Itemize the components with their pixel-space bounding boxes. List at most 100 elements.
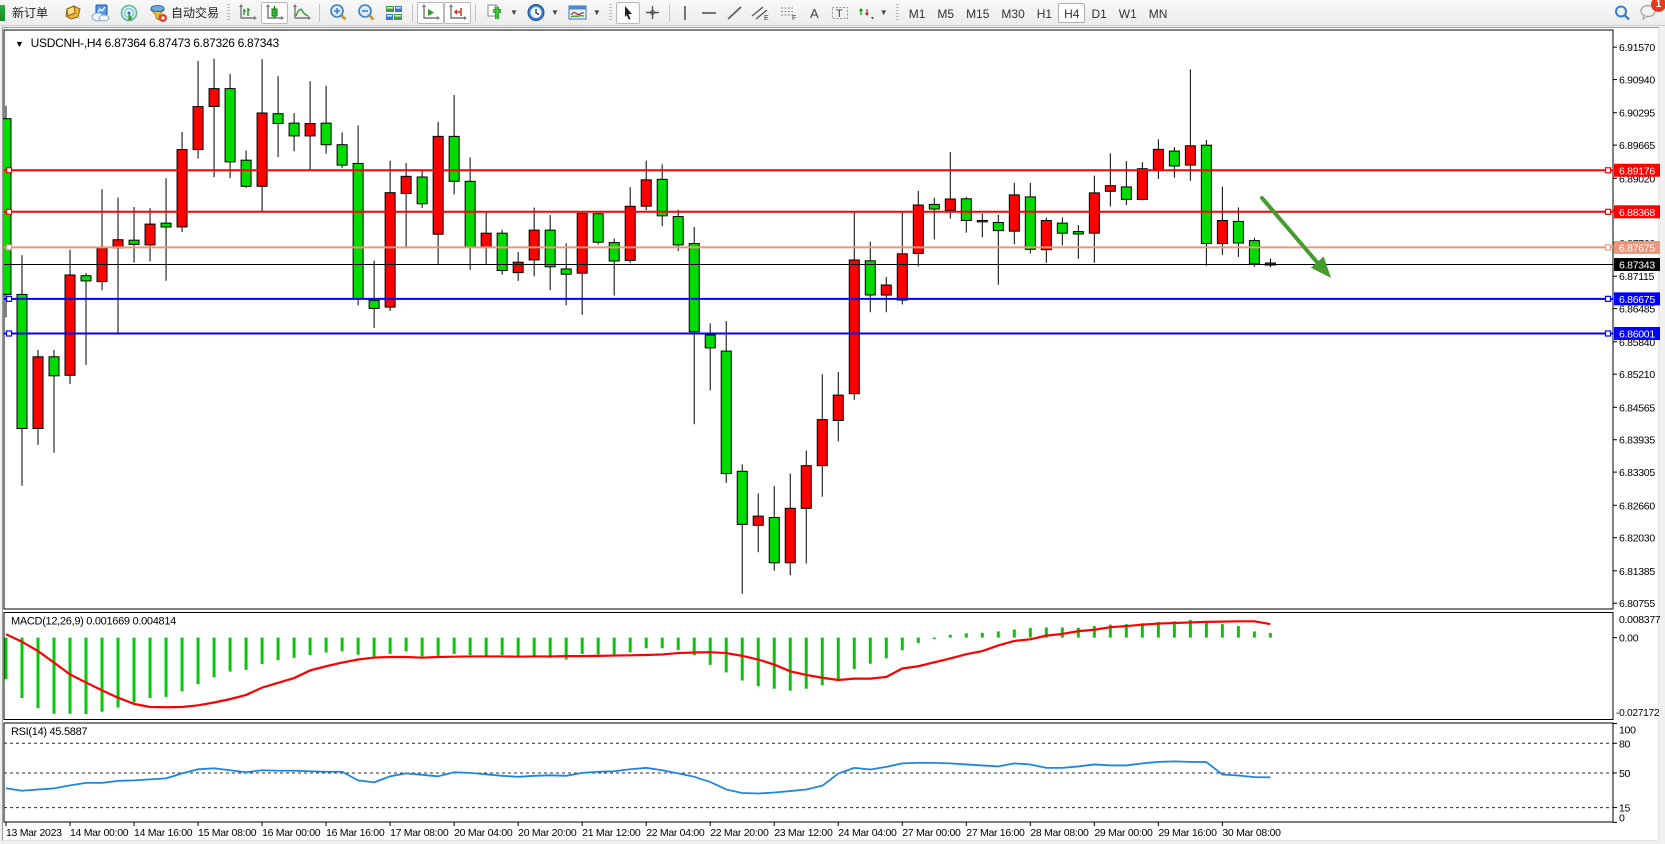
charts-cloud-button[interactable] [87, 2, 115, 24]
line-chart-icon [293, 4, 312, 20]
templates-button[interactable]: ▼ [563, 2, 605, 24]
search-icon[interactable] [1613, 4, 1631, 22]
zoom-in-button[interactable] [324, 2, 352, 24]
svg-text:E: E [764, 15, 769, 21]
timeframe-H1[interactable]: H1 [1036, 6, 1053, 21]
candle-body-up [384, 192, 396, 308]
trendline-button[interactable] [722, 2, 747, 24]
hline-marker-support-2-left[interactable] [5, 330, 13, 337]
candle-body-up [176, 149, 188, 228]
candlestick-chart-icon [266, 4, 285, 20]
shapes-icon [858, 7, 874, 19]
candle-body-dn [288, 122, 300, 137]
candle-body-dn [240, 159, 252, 187]
rsi-level-label: 80 [1619, 738, 1631, 750]
trend-arrow-shaft[interactable] [1260, 196, 1324, 270]
hline-marker-pivot-left[interactable] [5, 244, 13, 251]
timeframe-M5[interactable]: M5 [937, 6, 955, 21]
toolbar-grip-2[interactable] [607, 3, 613, 22]
fibonacci-button[interactable]: F [775, 2, 803, 24]
add-indicator-button[interactable]: ▼ [480, 2, 522, 24]
cursor-button[interactable] [615, 1, 640, 24]
equidistant-channel-button[interactable]: E [747, 2, 775, 24]
auto-scroll-button[interactable] [417, 1, 445, 24]
timeframe-D1[interactable]: D1 [1091, 6, 1107, 21]
chart-shift-icon [449, 4, 468, 20]
toolbar-grip-3[interactable] [894, 3, 900, 22]
add-indicator-caret: ▼ [510, 8, 518, 17]
hline-marker-pivot-right[interactable] [1604, 244, 1612, 251]
hline-marker-support-1-left[interactable] [5, 295, 13, 302]
hline-pivot-badge-label: 6.87675 [1619, 242, 1655, 254]
candle-body-dn [464, 180, 476, 248]
candle-body-dn [224, 88, 236, 163]
chart-window[interactable]: 6.915706.909406.902956.896656.890206.883… [2, 27, 1660, 842]
price-tick-label: 6.80755 [1619, 598, 1655, 610]
text-label-button[interactable]: T [827, 2, 853, 24]
line-chart-button[interactable] [288, 2, 315, 24]
market-watch-button[interactable] [60, 2, 87, 24]
date-tick-label: 22 Mar 20:00 [710, 827, 769, 839]
candle-body-dn [688, 243, 700, 333]
timeframe-MN[interactable]: MN [1148, 6, 1168, 21]
macd-zero-label: 0.00 [1619, 633, 1639, 645]
candle-body-up [576, 212, 588, 274]
svg-text:F: F [792, 15, 796, 21]
hline-support-2-badge [1614, 326, 1660, 340]
hline-marker-support-1-right[interactable] [1604, 295, 1612, 302]
hline-marker-support-2-right[interactable] [1604, 330, 1612, 337]
hline-marker-resistance-2-right[interactable] [1604, 208, 1612, 215]
hline-pivot-badge [1614, 240, 1660, 254]
periods-clock-icon [527, 4, 545, 21]
chart-shift-button[interactable] [444, 1, 472, 24]
candle-body-up [880, 284, 892, 296]
horizontal-line-button[interactable] [696, 2, 722, 24]
trendline-icon [727, 5, 742, 20]
signals-button[interactable] [115, 2, 143, 24]
timeframe-M30[interactable]: M30 [1001, 6, 1025, 21]
hline-marker-resistance-2-left[interactable] [5, 208, 13, 215]
candle-body-dn [272, 113, 284, 125]
market-watch-icon [65, 5, 81, 20]
chart-canvas[interactable]: 6.915706.909406.902956.896656.890206.883… [3, 28, 1660, 842]
bar-chart-button[interactable] [234, 2, 261, 24]
vertical-line-button[interactable] [674, 2, 696, 24]
candle-body-dn [352, 162, 364, 300]
hline-marker-resistance-1-right[interactable] [1604, 167, 1612, 174]
text-button[interactable]: A [803, 2, 827, 24]
tile-windows-icon [386, 5, 403, 20]
candle-body-up [400, 175, 412, 194]
candle-body-up [144, 223, 156, 246]
tile-windows-button[interactable] [380, 2, 408, 24]
auto-trading-button[interactable]: 自动交易 [143, 2, 223, 24]
zoom-out-button[interactable] [352, 2, 380, 24]
date-tick-label: 20 Mar 20:00 [518, 827, 577, 839]
new-order-button[interactable]: 新订单 [8, 2, 52, 24]
timeframe-H4[interactable]: H4 [1058, 2, 1086, 23]
notifications-button[interactable]: 1 [1639, 0, 1665, 24]
timeframe-W1[interactable]: W1 [1118, 6, 1137, 21]
trend-arrow-head[interactable] [1310, 256, 1331, 278]
main-plot-frame[interactable] [3, 29, 1614, 610]
candle-body-dn [1072, 231, 1084, 235]
text-icon: A [810, 6, 819, 21]
candlestick-chart-button[interactable] [261, 1, 289, 24]
candle-body-dn [1168, 150, 1180, 167]
macd-signal-line [5, 620, 1271, 709]
candle-body-dn [1232, 220, 1244, 244]
timeframe-M15[interactable]: M15 [966, 6, 990, 21]
candle-body-up [1008, 194, 1020, 232]
candle-body-up [640, 179, 652, 207]
date-tick-label: 16 Mar 00:00 [262, 827, 321, 839]
toolbar-separator [412, 3, 414, 22]
date-tick-label: 23 Mar 12:00 [774, 827, 833, 839]
crosshair-button[interactable] [640, 2, 665, 24]
hline-marker-resistance-1-left[interactable] [5, 167, 13, 174]
new-order-icon [0, 4, 5, 21]
periods-button[interactable]: ▼ [522, 2, 563, 24]
shapes-button[interactable]: ▼ [853, 2, 892, 24]
candle-body-dn [3, 118, 12, 295]
toolbar-grip[interactable] [226, 3, 232, 22]
candle-body-up [64, 274, 76, 376]
timeframe-M1[interactable]: M1 [908, 6, 926, 21]
